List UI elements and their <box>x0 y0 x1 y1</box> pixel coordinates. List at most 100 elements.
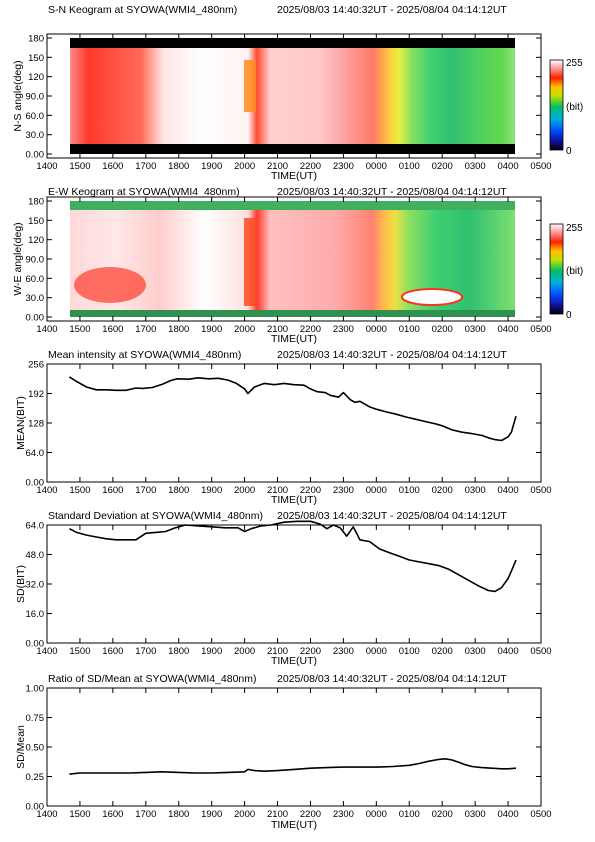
mean-x-tick-label: 1400 <box>36 485 57 496</box>
ew-keogram-x-tick-label: 2000 <box>234 324 255 335</box>
mean-x-tick-label: 1700 <box>135 485 156 496</box>
sn-colorbar <box>549 59 564 151</box>
mean-y-tick-label: 0.00 <box>26 478 45 489</box>
sd-y-tick-label: 48.0 <box>26 550 45 561</box>
ew-colorbar-min: 0 <box>566 310 572 321</box>
ew-keogram-x-tick-label: 2200 <box>300 324 321 335</box>
sd-title: Standard Deviation at SYOWA(WMI4_480nm) <box>48 510 263 522</box>
mean-x-tick-label: 0300 <box>465 485 486 496</box>
mean-ylabel: MEAN(BIT) <box>15 396 27 450</box>
sd-x-tick-label: 2200 <box>300 646 321 657</box>
ew-keogram-x-tick-label: 0400 <box>497 324 518 335</box>
ratio-x-tick-label: 1600 <box>102 809 123 820</box>
ew-keogram-y-tick-label: 180 <box>28 197 44 208</box>
sn-keogram-x-tick-label: 0500 <box>530 161 551 172</box>
sd-x-tick-label: 1500 <box>69 646 90 657</box>
ratio-y-tick-label: 1.00 <box>26 684 45 695</box>
sn-keogram-panel: S-N Keogram at SYOWA(WMI4_480nm) 2025/08… <box>12 4 583 182</box>
sd-x-tick-label: 1700 <box>135 646 156 657</box>
sn-keogram-x-tick-label: 0400 <box>497 161 518 172</box>
ratio-ylabel: SD/Mean <box>15 725 27 769</box>
mean-x-tick-label: 0200 <box>432 485 453 496</box>
sn-keogram-x-tick-label: 0200 <box>432 161 453 172</box>
sn-keogram-y-tick-label: 150 <box>28 53 44 64</box>
mean-y-axis: 0.00 64.0 128 192 256 <box>26 360 541 489</box>
sn-keogram-x-tick-label: 2200 <box>300 161 321 172</box>
sd-y-tick-label: 16.0 <box>26 609 45 620</box>
ratio-x-axis: 1400 1500 1600 1700 1800 1900 2000 2100 2200 2300… <box>36 688 552 820</box>
sd-time-range: 2025/08/03 14:40:32UT - 2025/08/04 04:14… <box>277 510 507 522</box>
mean-panel: Mean intensity at SYOWA(WMI4_480nm) 2025… <box>15 349 552 506</box>
sd-x-tick-label: 1900 <box>201 646 222 657</box>
mean-xlabel: TIME(UT) <box>271 494 317 506</box>
mean-title: Mean intensity at SYOWA(WMI4_480nm) <box>48 349 241 361</box>
sn-keogram-bottom-band <box>70 144 515 154</box>
ratio-y-tick-label: 0.25 <box>26 772 45 783</box>
ew-keogram-y-tick-label: 30.0 <box>26 293 45 304</box>
ew-keogram-x-tick-label: 0100 <box>399 324 420 335</box>
sn-keogram-x-tick-label: 1700 <box>135 161 156 172</box>
sd-panel: Standard Deviation at SYOWA(WMI4_480nm) … <box>15 510 552 667</box>
sd-x-tick-label: 1600 <box>102 646 123 657</box>
mean-x-tick-label: 2200 <box>300 485 321 496</box>
sn-keogram-x-tick-label: 1500 <box>69 161 90 172</box>
ew-keogram-x-tick-label: 0200 <box>432 324 453 335</box>
sn-keogram-xlabel: TIME(UT) <box>271 170 317 182</box>
sd-x-tick-label: 0300 <box>465 646 486 657</box>
sn-keogram-x-tick-label: 0100 <box>399 161 420 172</box>
sd-x-tick-label: 2100 <box>267 646 288 657</box>
mean-series <box>68 376 517 442</box>
mean-x-tick-label: 0000 <box>366 485 387 496</box>
ew-keogram-x-tick-label: 2100 <box>267 324 288 335</box>
sd-x-tick-label: 1400 <box>36 646 57 657</box>
ratio-title: Ratio of SD/Mean at SYOWA(WMI4_480nm) <box>48 673 257 685</box>
mean-x-tick-label: 0400 <box>497 485 518 496</box>
ew-keogram-bottom-band <box>70 310 515 317</box>
ratio-x-tick-label: 1400 <box>36 809 57 820</box>
ratio-y-tick-label: 0.75 <box>26 713 45 724</box>
ratio-series <box>69 757 517 775</box>
ew-keogram-x-tick-label: 1400 <box>36 324 57 335</box>
sn-keogram-title: S-N Keogram at SYOWA(WMI4_480nm) <box>48 4 237 16</box>
sn-keogram-y-tick-label: 0.00 <box>26 150 45 161</box>
ew-keogram-bright-arc <box>244 218 256 306</box>
ratio-x-tick-label: 1800 <box>168 809 189 820</box>
sn-keogram-y-tick-label: 120 <box>28 72 44 83</box>
ratio-x-tick-label: 1500 <box>69 809 90 820</box>
ew-colorbar-max: 255 <box>566 223 583 234</box>
sd-series <box>69 520 517 593</box>
sn-keogram-ylabel: N-S angle(deg) <box>12 60 24 131</box>
mean-y-tick-label: 192 <box>28 389 44 400</box>
sd-x-tick-label: 0000 <box>366 646 387 657</box>
sn-keogram-top-band <box>70 38 515 48</box>
mean-x-tick-label: 2100 <box>267 485 288 496</box>
ew-keogram-x-tick-label: 0000 <box>366 324 387 335</box>
sd-frame <box>46 524 542 644</box>
ratio-y-tick-label: 0.50 <box>26 743 45 754</box>
sn-keogram-time-range: 2025/08/03 14:40:32UT - 2025/08/04 04:14… <box>277 4 507 16</box>
sd-y-tick-label: 0.00 <box>26 639 45 650</box>
sd-x-axis: 1400 1500 1600 1700 1800 1900 2000 2100 2200 2300… <box>36 525 552 657</box>
sd-line <box>69 520 517 593</box>
mean-y-tick-label: 256 <box>28 360 44 371</box>
mean-x-tick-label: 1600 <box>102 485 123 496</box>
sn-colorbar-max: 255 <box>566 58 583 69</box>
ratio-x-tick-label: 1900 <box>201 809 222 820</box>
ratio-x-tick-label: 0100 <box>399 809 420 820</box>
sn-keogram-x-tick-label: 2300 <box>333 161 354 172</box>
sd-ylabel: SD(BIT) <box>15 565 27 603</box>
ew-keogram-x-tick-label: 0500 <box>530 324 551 335</box>
mean-x-tick-label: 0500 <box>530 485 551 496</box>
ratio-x-tick-label: 0000 <box>366 809 387 820</box>
ratio-x-tick-label: 1700 <box>135 809 156 820</box>
sn-keogram-x-tick-label: 2100 <box>267 161 288 172</box>
ew-keogram-x-tick-label: 1900 <box>201 324 222 335</box>
sn-keogram-y-tick-label: 180 <box>28 34 44 45</box>
sd-x-tick-label: 0100 <box>399 646 420 657</box>
sd-x-tick-label: 2000 <box>234 646 255 657</box>
ew-keogram-white-patch <box>401 288 463 306</box>
mean-x-tick-label: 2000 <box>234 485 255 496</box>
ew-keogram-x-axis: 1400 1500 1600 1700 1800 1900 2000 2100 2200 2300… <box>36 197 552 335</box>
sn-keogram-bright-arc <box>244 60 256 112</box>
